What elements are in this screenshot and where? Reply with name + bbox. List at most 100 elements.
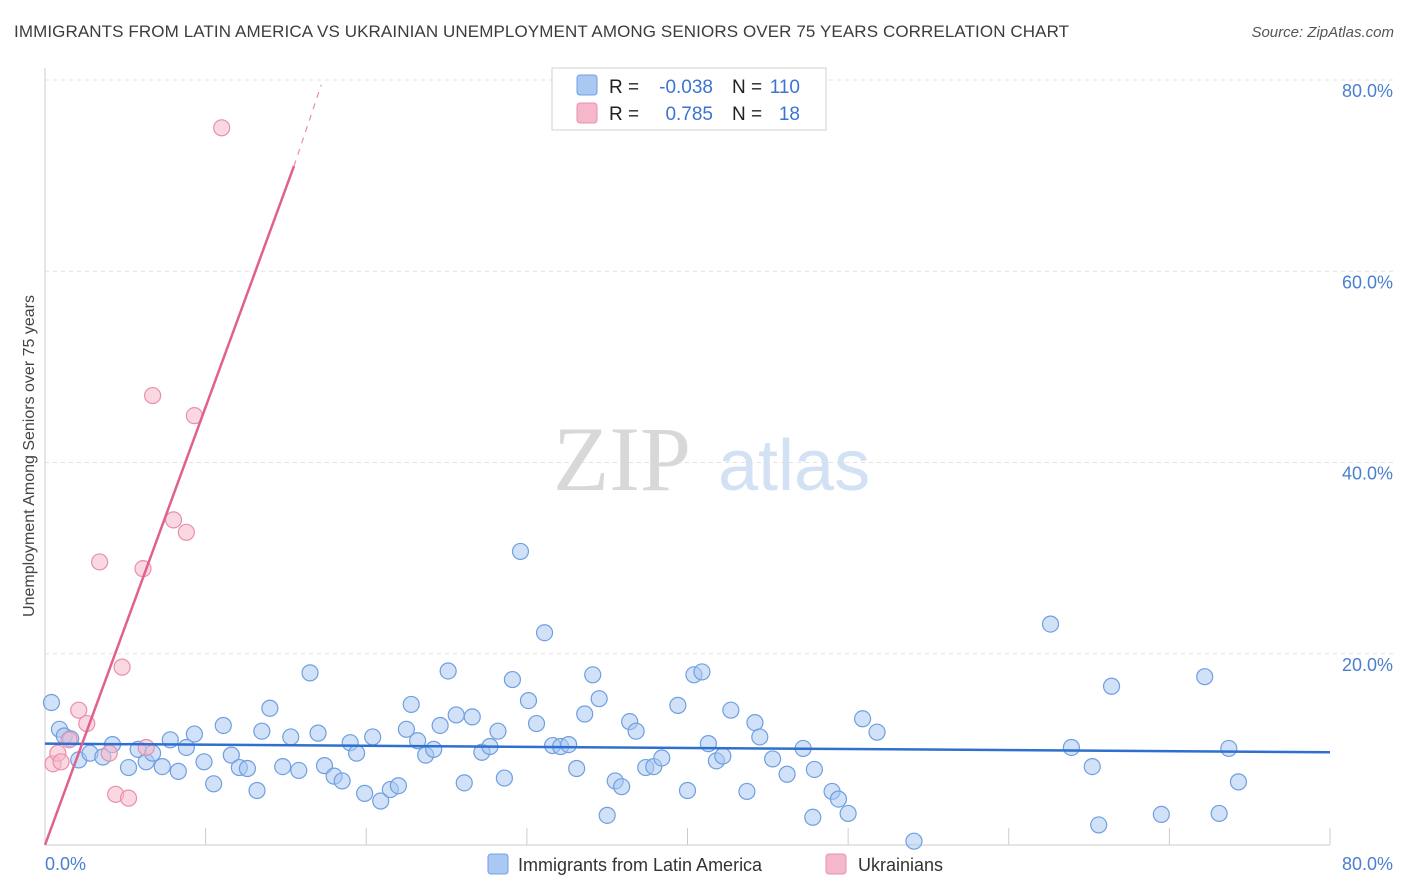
latin-america-point-66 — [590, 690, 608, 708]
latin-america-point-20 — [222, 746, 240, 764]
latin-america-point-74 — [653, 749, 671, 767]
latin-america-point-12 — [153, 757, 171, 776]
latin-america-point-75 — [669, 696, 687, 714]
bottom-legend-swatch-pink — [825, 853, 847, 875]
latin-america-point-85 — [751, 728, 769, 746]
legend-n-value-1: 110 — [770, 77, 800, 98]
x-tick-label-max: 80.0% — [1342, 854, 1393, 874]
latin-america-point-40 — [389, 777, 407, 795]
legend-n-value-2: 18 — [779, 104, 800, 125]
latin-america-point-26 — [274, 757, 292, 776]
correlation-legend: R = -0.038 N = 110 R = 0.785 N = 18 — [551, 67, 827, 131]
bottom-legend-label-latin-america: Immigrants from Latin America — [518, 855, 763, 875]
latin-america-point-82 — [722, 701, 740, 719]
latin-america-point-38 — [372, 792, 390, 810]
latin-america-point-25 — [253, 722, 271, 740]
ukrainian-point-3 — [60, 731, 78, 749]
latin-america-point-37 — [364, 728, 382, 746]
latin-america-point-57 — [519, 692, 538, 710]
x-axis-ticks — [205, 828, 1331, 845]
legend-n-label-1: N = — [732, 77, 762, 98]
latin-america-point-69 — [613, 778, 631, 796]
latin-america-point-27 — [282, 728, 300, 746]
latin-america-point-78 — [693, 663, 711, 681]
trend-line-ukrainians-extension — [293, 84, 322, 167]
latin-america-point-54 — [495, 769, 513, 787]
ukrainian-point-7 — [100, 744, 118, 762]
latin-america-point-83 — [738, 782, 756, 801]
trend-line-latin-america — [44, 742, 1331, 754]
latin-america-point-45 — [425, 740, 443, 758]
latin-america-point-59 — [535, 624, 554, 642]
latin-america-point-42 — [402, 695, 420, 714]
latin-america-point-53 — [489, 722, 507, 740]
latin-america-point-86 — [764, 750, 782, 768]
latin-america-point-84 — [746, 713, 764, 732]
trend-lines — [43, 84, 1331, 846]
latin-america-point-50 — [463, 708, 481, 726]
latin-america-point-24 — [261, 699, 279, 717]
latin-america-point-49 — [455, 774, 473, 792]
latin-america-point-106 — [1229, 773, 1248, 791]
latin-america-point-95 — [868, 723, 886, 741]
y-tick-labels: 20.0% 40.0% 60.0% 80.0% — [1342, 81, 1393, 675]
latin-america-point-81 — [714, 747, 732, 765]
gridlines — [45, 79, 1393, 655]
latin-america-point-93 — [839, 804, 857, 823]
latin-america-point-98 — [1062, 738, 1080, 757]
legend-r-value-2: 0.785 — [665, 104, 713, 125]
latin-america-point-35 — [348, 744, 366, 762]
ukrainian-point-12 — [137, 738, 155, 757]
latin-america-point-63 — [568, 759, 586, 778]
ukrainian-point-2 — [52, 753, 70, 771]
latin-america-point-8 — [119, 758, 138, 777]
trend-line-ukrainians — [43, 165, 296, 846]
legend-r-label-2: R = — [609, 104, 639, 125]
source-label: Source: ZipAtlas.com — [1251, 24, 1394, 41]
y-tick-label-60: 60.0% — [1342, 272, 1393, 292]
legend-n-label-2: N = — [732, 104, 762, 125]
ukrainian-point-9 — [113, 658, 131, 676]
ukrainian-point-4 — [70, 701, 88, 719]
latin-america-point-17 — [195, 753, 213, 771]
latin-america-point-16 — [185, 725, 203, 743]
latin-america-point-31 — [315, 757, 334, 775]
watermark-atlas: atlas — [718, 426, 870, 506]
latin-america-point-102 — [1152, 805, 1170, 824]
latin-america-point-92 — [829, 790, 848, 808]
bottom-legend-swatch-blue — [487, 853, 509, 875]
latin-america-point-58 — [527, 714, 546, 733]
latin-america-point-23 — [248, 781, 266, 800]
ukrainian-point-14 — [164, 511, 183, 529]
bottom-legend-label-ukrainians: Ukrainians — [858, 855, 943, 875]
legend-r-value-1: -0.038 — [659, 77, 713, 98]
latin-america-point-19 — [214, 716, 232, 735]
latin-america-point-90 — [805, 760, 823, 779]
latin-america-point-48 — [447, 706, 465, 724]
series-latin-america-points — [42, 542, 1248, 850]
ukrainian-point-13 — [144, 386, 162, 405]
latin-america-point-104 — [1210, 804, 1228, 823]
latin-america-point-71 — [627, 722, 645, 740]
latin-america-point-97 — [1041, 615, 1060, 633]
watermark-zip: ZIP — [553, 408, 691, 510]
ukrainian-point-10 — [119, 789, 138, 807]
latin-america-point-46 — [431, 716, 449, 735]
latin-america-point-89 — [804, 808, 822, 826]
legend-swatch-blue — [576, 74, 598, 96]
latin-america-point-14 — [169, 762, 187, 780]
latin-america-point-76 — [678, 781, 697, 800]
latin-america-point-87 — [778, 765, 796, 783]
latin-america-point-22 — [238, 759, 256, 778]
legend-r-label-1: R = — [609, 77, 639, 98]
latin-america-point-101 — [1102, 677, 1121, 695]
latin-america-point-99 — [1083, 757, 1101, 776]
latin-america-point-62 — [560, 735, 578, 754]
latin-america-point-0 — [42, 693, 61, 712]
latin-america-point-43 — [409, 732, 427, 750]
latin-america-point-64 — [576, 705, 594, 723]
latin-america-point-56 — [511, 542, 530, 561]
latin-america-point-65 — [584, 666, 602, 684]
chart-title: IMMIGRANTS FROM LATIN AMERICA VS UKRAINI… — [14, 22, 1070, 41]
